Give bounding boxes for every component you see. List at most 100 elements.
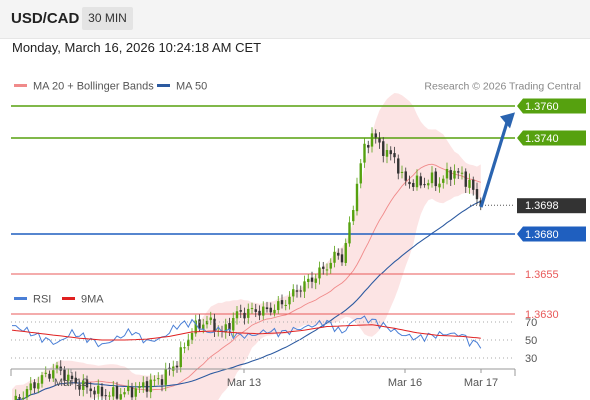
current-price-box [517, 198, 586, 214]
candle-body [100, 386, 104, 397]
candle-body [453, 170, 456, 179]
candle-body [179, 347, 182, 368]
candle-body [228, 323, 231, 330]
candle-body [108, 395, 111, 397]
candle-body [460, 172, 464, 174]
candle-body [415, 175, 419, 188]
candle-body [93, 390, 96, 395]
candle-body [269, 307, 272, 313]
legend-label: MA 50 [176, 81, 207, 93]
candle-body [48, 373, 51, 379]
timeframe-button[interactable]: 30 MIN [82, 7, 133, 30]
rsi-tick-label: 30 [525, 353, 537, 365]
candle-body [224, 324, 227, 333]
candle-body [44, 372, 47, 374]
candle-body [329, 262, 332, 269]
candle-body [85, 379, 89, 388]
candle-body [52, 370, 55, 379]
rsi-tick-label: 70 [525, 317, 537, 329]
candle-body [149, 379, 152, 393]
candle-body [29, 383, 32, 391]
candle-body [130, 387, 134, 398]
candle-body [89, 388, 92, 392]
resistance-label-box [517, 98, 586, 114]
current-price-label: 1.3698 [525, 200, 559, 212]
candle-body [457, 171, 460, 173]
candle-body [337, 252, 340, 256]
candle-body [258, 310, 261, 316]
candle-body [404, 171, 407, 181]
x-tick-label: Mar 12 [54, 377, 88, 389]
candle-body [232, 317, 235, 331]
candle-body [419, 176, 422, 186]
candle-body [18, 397, 21, 399]
candle-body [213, 318, 216, 332]
candle-body [303, 281, 306, 292]
candle-body [288, 296, 291, 305]
candle-body [145, 381, 149, 392]
candle-body [138, 386, 141, 388]
candle-body [367, 145, 370, 148]
candle-body [378, 138, 381, 143]
candle-body [295, 290, 299, 292]
resistance-label: 1.3740 [525, 133, 559, 145]
x-tick-label: Mar 17 [464, 377, 498, 389]
candle-body [55, 365, 59, 370]
candle-body [187, 339, 190, 346]
candle-body [33, 382, 36, 389]
ma50-line [14, 200, 482, 400]
candle-body [370, 133, 374, 147]
rsi-legend-swatch [62, 297, 75, 300]
candle-body [359, 163, 362, 184]
candle-body [322, 266, 325, 269]
candle-body [273, 309, 276, 314]
candle-body [254, 309, 257, 312]
candle-body [423, 184, 426, 186]
pivot-label: 1.3680 [525, 229, 559, 241]
rsi-tick-label: 50 [525, 335, 537, 347]
candle-body [344, 242, 347, 263]
bollinger-band [12, 93, 481, 400]
candle-body [157, 378, 160, 380]
candle-body [340, 254, 344, 263]
candle-body [299, 290, 302, 292]
x-tick-label: Mar 16 [388, 377, 422, 389]
candle-body [239, 310, 242, 312]
candle-body [164, 368, 167, 385]
candle-body [183, 347, 186, 349]
candle-body [63, 369, 66, 381]
candle-body [408, 181, 411, 185]
candle-body [445, 168, 449, 179]
symbol-title: USD/CAD [11, 10, 80, 27]
candle-body [115, 385, 119, 399]
candle-body [205, 320, 209, 325]
rsi-ma-line [11, 324, 481, 341]
rsi-legend-label: RSI [33, 294, 51, 306]
candle-body [250, 308, 254, 310]
candle-body [104, 395, 107, 397]
candle-body [40, 375, 44, 384]
candle-body [243, 312, 246, 319]
support-label: 1.3655 [525, 269, 559, 281]
candle-body [318, 267, 321, 279]
candle-body [280, 300, 284, 305]
candle-body [355, 183, 359, 212]
forecast-arrow-shaft [479, 121, 509, 208]
candle-body [468, 179, 471, 188]
candle-body [382, 141, 385, 156]
legend-swatch [14, 84, 27, 87]
candle-body [160, 379, 164, 385]
candle-body [438, 183, 441, 188]
pivot-label-box [517, 226, 586, 242]
candle-body [310, 277, 314, 282]
candle-body [265, 307, 269, 310]
candle-body [412, 182, 415, 187]
candle-body [70, 375, 74, 380]
candle-body [292, 289, 295, 297]
legend-label: MA 20 + Bollinger Bands [33, 81, 154, 93]
candle-body [333, 251, 336, 263]
candle-body [153, 379, 156, 381]
resistance-label: 1.3760 [525, 101, 559, 113]
candle-body [385, 149, 389, 157]
chart-header: USD/CAD 30 MIN [0, 0, 590, 39]
